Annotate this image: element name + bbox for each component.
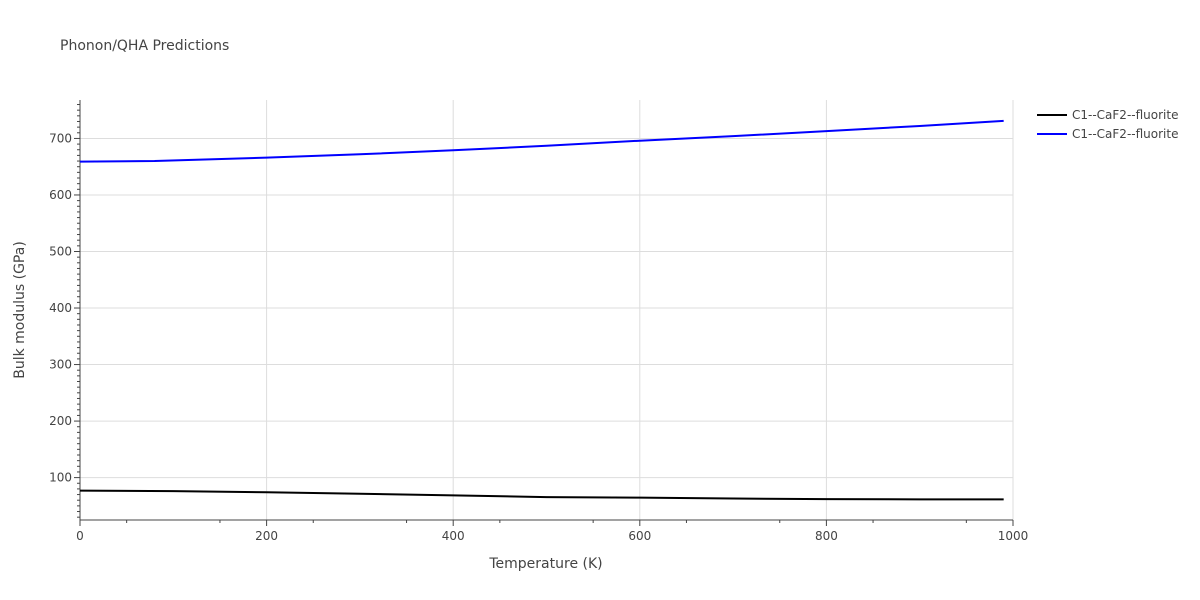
plot-area: [79, 119, 1004, 501]
series-line-2: [79, 119, 1004, 163]
y-tick-label: 100: [49, 471, 72, 485]
series-line-1: [79, 489, 1004, 501]
y-tick-label: 700: [49, 131, 72, 145]
y-tick-label: 600: [49, 188, 72, 202]
x-tick-label: 0: [76, 529, 84, 543]
legend-label-2: C1--CaF2--fluorite: [1072, 127, 1178, 141]
x-tick-label: 1000: [998, 529, 1029, 543]
chart-title: Phonon/QHA Predictions: [60, 38, 229, 54]
x-tick-label: 800: [815, 529, 838, 543]
y-tick-label: 300: [49, 358, 72, 372]
axes: 0 200 400 600 800 1000 100 200 300 400 500 600 700: [49, 100, 1028, 543]
x-tick-label: 400: [442, 529, 465, 543]
grid: [80, 100, 1014, 520]
x-tick-label: 600: [628, 529, 651, 543]
y-tick-label: 500: [49, 244, 72, 258]
x-tick-label: 200: [255, 529, 278, 543]
y-axis-title: Bulk modulus (GPa): [12, 241, 28, 379]
legend-label-1: C1--CaF2--fluorite: [1072, 108, 1178, 122]
legend: C1--CaF2--fluorite C1--CaF2--fluorite: [1037, 108, 1178, 141]
x-axis-title: Temperature (K): [488, 556, 602, 572]
y-tick-label: 400: [49, 301, 72, 315]
y-tick-label: 200: [49, 414, 72, 428]
